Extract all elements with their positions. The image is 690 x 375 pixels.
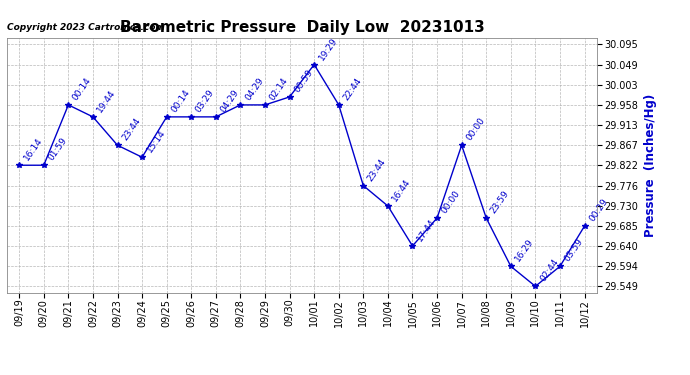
Text: 00:14: 00:14 bbox=[170, 88, 192, 114]
Text: 02:44: 02:44 bbox=[538, 258, 560, 284]
Text: 02:14: 02:14 bbox=[268, 76, 290, 102]
Text: 15:14: 15:14 bbox=[145, 128, 167, 154]
Text: 16:14: 16:14 bbox=[22, 136, 44, 162]
Text: 03:29: 03:29 bbox=[194, 88, 216, 114]
Text: 22:44: 22:44 bbox=[342, 76, 364, 102]
Text: 00:00: 00:00 bbox=[464, 116, 486, 142]
Text: 17:44: 17:44 bbox=[415, 217, 437, 243]
Text: 23:59: 23:59 bbox=[489, 189, 511, 215]
Text: 04:29: 04:29 bbox=[219, 88, 241, 114]
Text: 16:44: 16:44 bbox=[391, 177, 413, 203]
Text: 19:44: 19:44 bbox=[96, 88, 118, 114]
Text: 23:44: 23:44 bbox=[366, 157, 388, 183]
Text: 19:29: 19:29 bbox=[317, 36, 339, 62]
Text: Copyright 2023 Cartronics.com: Copyright 2023 Cartronics.com bbox=[7, 23, 165, 32]
Text: 00:59: 00:59 bbox=[293, 68, 315, 94]
Text: 00:29: 00:29 bbox=[587, 197, 609, 223]
Text: 04:29: 04:29 bbox=[243, 76, 265, 102]
Text: 00:00: 00:00 bbox=[440, 189, 462, 215]
Text: 00:14: 00:14 bbox=[71, 76, 93, 102]
Text: 03:59: 03:59 bbox=[563, 237, 585, 264]
Text: 23:44: 23:44 bbox=[120, 116, 142, 142]
Title: Barometric Pressure  Daily Low  20231013: Barometric Pressure Daily Low 20231013 bbox=[119, 20, 484, 35]
Text: 16:29: 16:29 bbox=[513, 237, 535, 264]
Y-axis label: Pressure  (Inches/Hg): Pressure (Inches/Hg) bbox=[644, 93, 657, 237]
Text: 01:59: 01:59 bbox=[46, 136, 69, 162]
